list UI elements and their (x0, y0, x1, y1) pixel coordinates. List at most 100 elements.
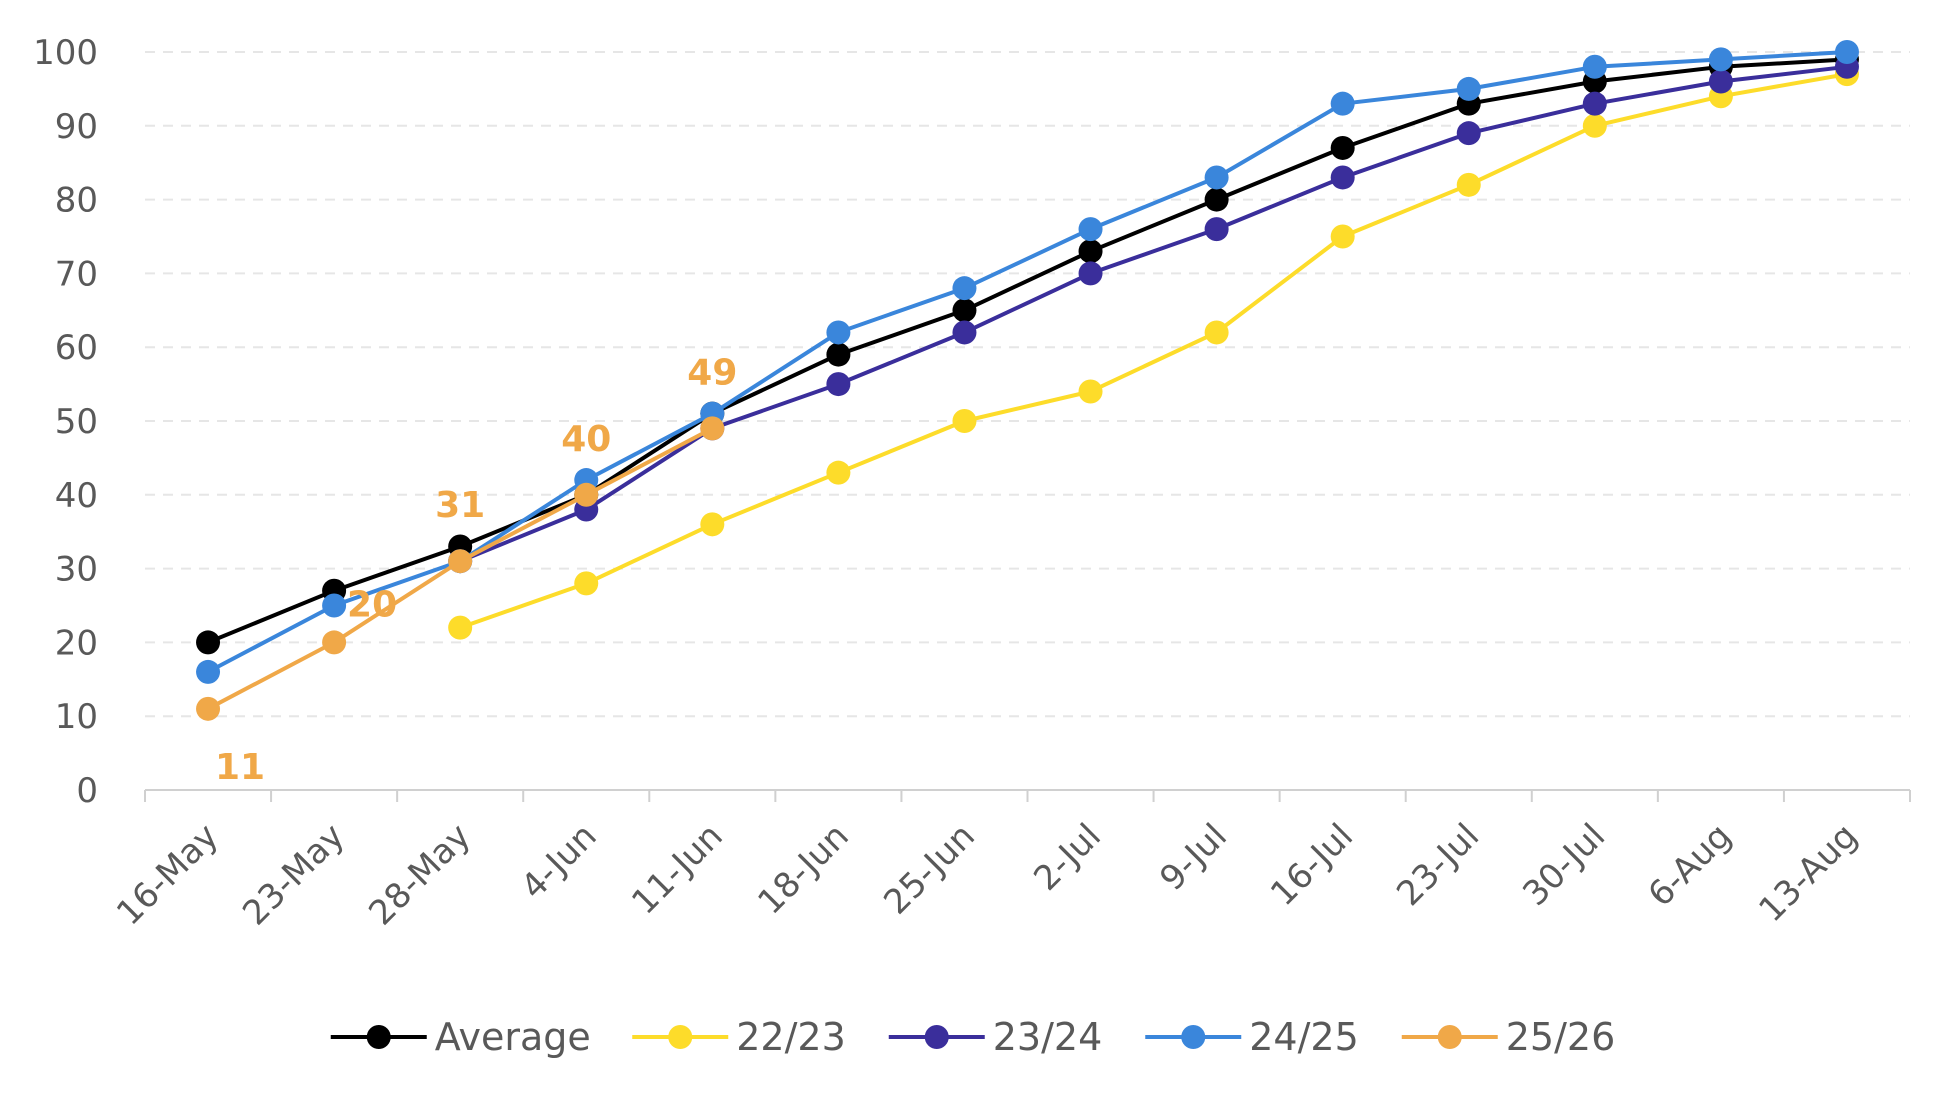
data-point (1078, 261, 1103, 286)
gridlines (145, 51, 1910, 718)
legend-item-24-25: 24/25 (1145, 1015, 1359, 1059)
data-point (1330, 165, 1355, 190)
legend-marker (668, 1025, 693, 1049)
data-label: 11 (215, 747, 265, 788)
data-point (1456, 121, 1481, 146)
legend-marker (366, 1025, 391, 1049)
series-line (459, 64, 1848, 564)
data-point (952, 320, 977, 345)
legend-item-23-24: 23/24 (888, 1015, 1103, 1059)
data-point (1582, 91, 1607, 116)
x-axis-tick-labels: 16-May 23-May 28-May 4-Jun 11-Jun 18-Jun 25-Ju… (109, 816, 1865, 933)
data-label: 31 (435, 485, 485, 526)
series-line (207, 57, 1848, 645)
data-point (1078, 379, 1103, 404)
legend-marker (1437, 1025, 1462, 1049)
data-point (1582, 54, 1607, 79)
data-point (1708, 69, 1733, 94)
data-point (826, 320, 851, 345)
legend-label: 25/26 (1506, 1015, 1616, 1059)
legend-label: Average (435, 1015, 591, 1059)
x-tick-label: 23-Jul (1389, 816, 1487, 914)
x-tick-label: 13-Aug (1751, 816, 1865, 930)
data-point (700, 512, 725, 537)
data-point (1078, 217, 1103, 242)
data-label: 40 (561, 419, 611, 460)
x-tick-label: 6-Aug (1641, 816, 1740, 915)
data-point (1078, 239, 1103, 264)
data-point (196, 659, 221, 684)
x-tick-label: 16-Jul (1263, 816, 1361, 914)
data-label: 20 (347, 584, 397, 625)
data-point (196, 696, 221, 721)
x-tick-label: 25-Jun (876, 816, 982, 922)
series-22-23 (448, 62, 1859, 640)
y-tick-label: 20 (55, 623, 98, 663)
data-point (1456, 172, 1481, 197)
data-point (952, 409, 977, 433)
x-tick-label: 9-Jul (1152, 816, 1235, 899)
data-label: 49 (687, 352, 737, 393)
data-point (826, 372, 851, 397)
y-tick-label: 40 (55, 476, 98, 516)
data-point (1330, 224, 1355, 249)
data-point (700, 416, 725, 441)
x-tick-label: 11-Jun (624, 816, 730, 922)
data-point (952, 298, 977, 323)
legend-label: 23/24 (993, 1015, 1103, 1059)
y-tick-label: 100 (33, 33, 98, 73)
series-25-26 (196, 416, 725, 721)
legend-label: 24/25 (1249, 1015, 1359, 1059)
data-point (1204, 165, 1229, 190)
x-tick-label: 4-Jun (513, 816, 604, 907)
data-point (1330, 135, 1355, 160)
legend-item-average: Average (330, 1015, 591, 1059)
x-tick-label: 30-Jul (1515, 816, 1613, 914)
legend: Average 22/23 23/24 24/25 25/26 (330, 1015, 1616, 1059)
y-tick-label: 30 (55, 550, 98, 590)
data-point (322, 630, 347, 655)
y-tick-label: 70 (55, 254, 98, 294)
x-tick-label: 23-May (235, 816, 352, 933)
x-tick-label: 16-May (109, 816, 226, 933)
data-point (322, 593, 347, 618)
data-labels: 11 20 31 40 49 (215, 352, 737, 787)
series-average (196, 47, 1859, 655)
x-tick-label: 2-Jul (1026, 816, 1109, 899)
legend-label: 22/23 (736, 1015, 846, 1059)
series-line (459, 72, 1848, 630)
x-tick-label: 28-May (361, 816, 478, 933)
legend-marker (924, 1025, 949, 1049)
data-point (1204, 217, 1229, 242)
legend-item-22-23: 22/23 (632, 1015, 846, 1059)
data-point (826, 342, 851, 367)
data-point (574, 482, 599, 507)
data-point (1204, 320, 1229, 345)
series-layer (196, 40, 1859, 721)
data-point (1204, 187, 1229, 212)
series-24-25 (196, 40, 1859, 684)
y-tick-label: 80 (55, 181, 98, 221)
data-point (196, 630, 221, 655)
data-point (448, 549, 473, 574)
y-tick-label: 0 (76, 771, 98, 811)
data-point (1330, 91, 1355, 116)
y-tick-label: 90 (55, 107, 98, 147)
data-point (826, 460, 851, 485)
x-tick-label: 18-Jun (750, 816, 856, 922)
series-line (207, 50, 1848, 674)
data-point (448, 615, 473, 640)
y-tick-label: 10 (55, 697, 98, 737)
x-axis (144, 789, 1911, 802)
data-point (952, 276, 977, 301)
data-point (1708, 47, 1733, 72)
y-tick-label: 60 (55, 328, 98, 368)
data-point (1582, 113, 1607, 138)
data-point (1456, 76, 1481, 101)
y-tick-label: 50 (55, 402, 98, 442)
legend-marker (1181, 1025, 1206, 1049)
data-point (574, 571, 599, 596)
legend-item-25-26: 25/26 (1401, 1015, 1616, 1059)
